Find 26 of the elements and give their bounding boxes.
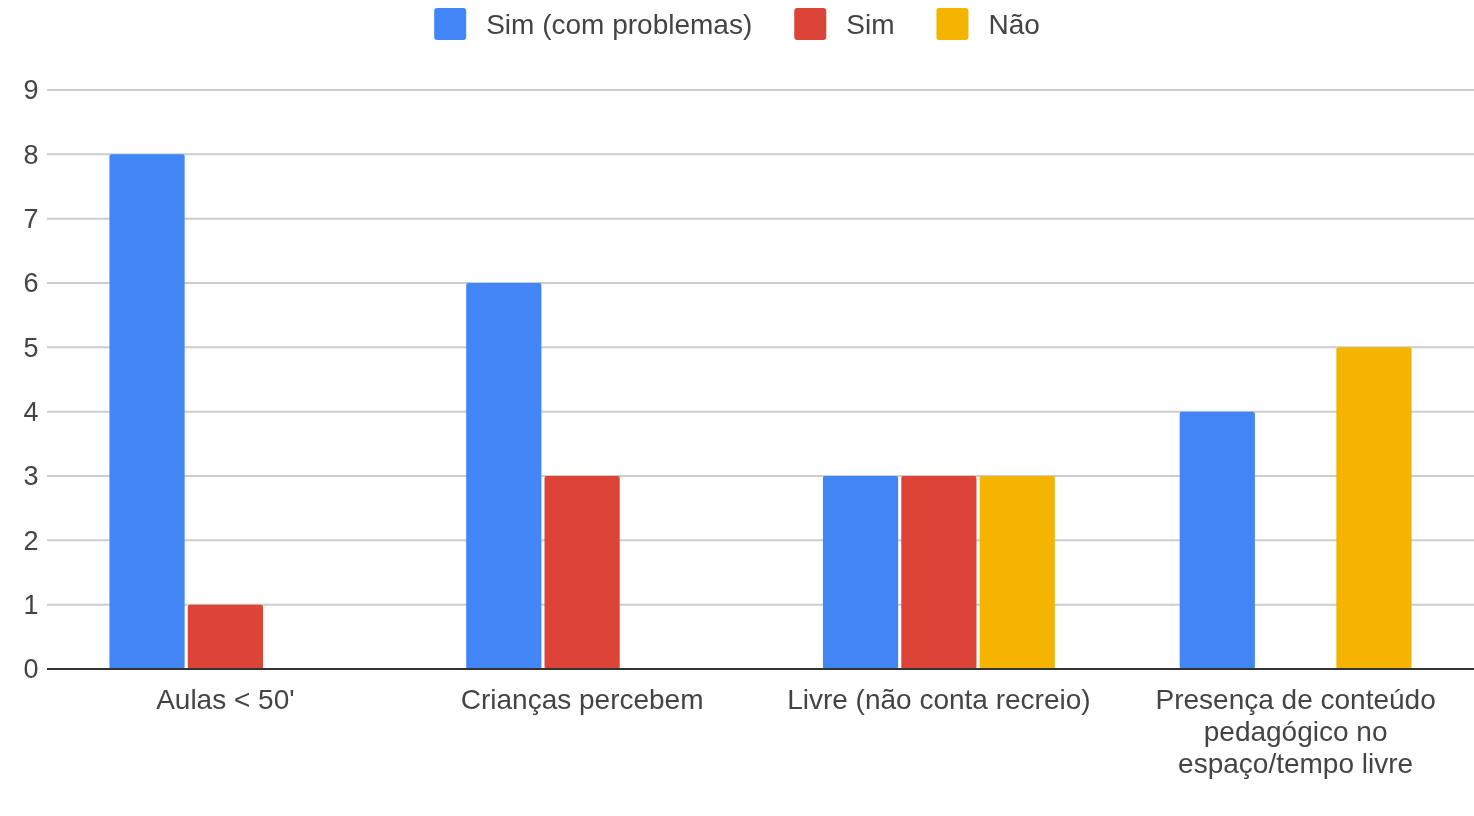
legend-label: Não <box>988 8 1040 40</box>
bar <box>979 476 1055 669</box>
x-tick-label: Aulas < 50' <box>156 684 295 715</box>
x-tick-label: Livre (não conta recreio) <box>787 684 1091 715</box>
y-tick-label: 2 <box>23 525 39 556</box>
x-tick-label: Crianças percebem <box>460 684 704 715</box>
y-tick-label: 3 <box>23 461 39 492</box>
legend-label: Sim <box>846 8 895 40</box>
bar <box>187 604 263 669</box>
bar <box>822 476 899 669</box>
bar <box>109 154 185 669</box>
y-tick-label: 0 <box>23 654 39 685</box>
bar <box>901 476 977 669</box>
bar <box>544 476 620 669</box>
y-tick-label: 9 <box>23 75 39 106</box>
legend-label: Sim (com problemas) <box>486 8 753 40</box>
y-tick-label: 5 <box>23 332 39 363</box>
y-tick-label: 7 <box>23 204 39 235</box>
x-tick-label: Presença de conteúdo pedagógico no espaço/tempo livre <box>1155 684 1436 779</box>
bar <box>1179 411 1255 669</box>
bar <box>466 283 542 669</box>
y-tick-label: 4 <box>23 397 39 428</box>
y-tick-label: 6 <box>23 268 39 299</box>
y-tick-label: 1 <box>23 590 39 621</box>
bar <box>1336 347 1412 669</box>
y-tick-label: 8 <box>23 139 39 170</box>
